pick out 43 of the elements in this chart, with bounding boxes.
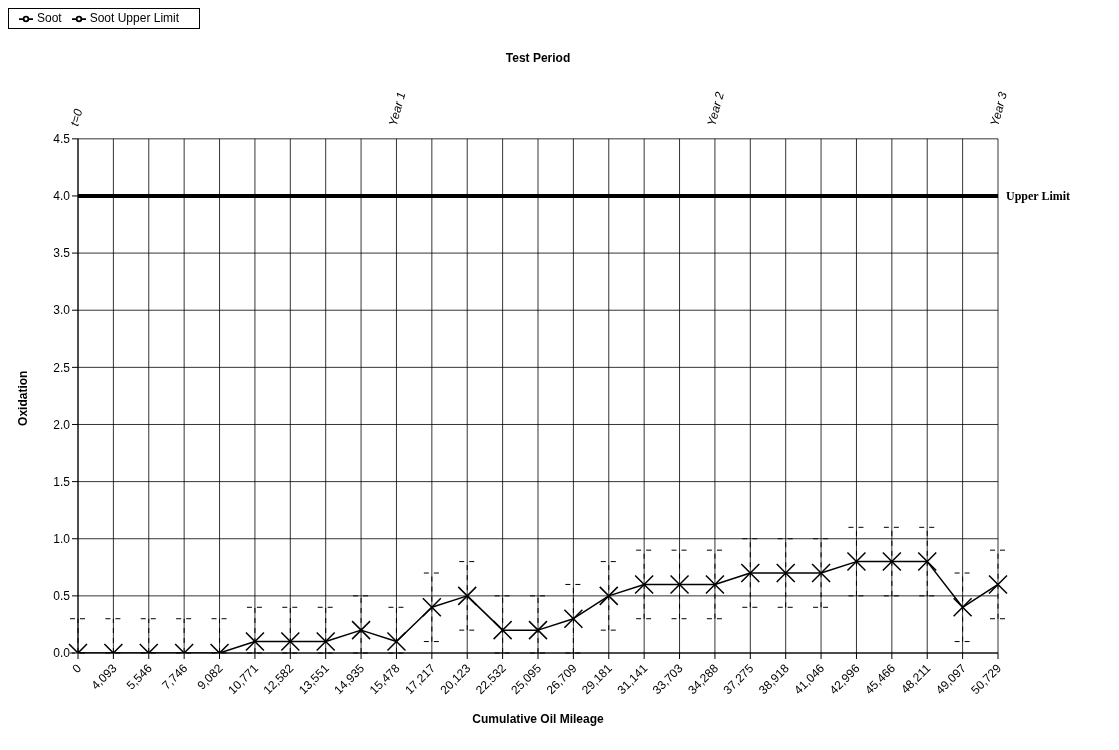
point [952, 597, 973, 618]
y-tick-label: 2.0 [53, 417, 71, 432]
point [599, 586, 619, 606]
y-tick-label: 4.5 [53, 132, 71, 147]
chart-title: Test Period [505, 51, 571, 66]
x-axis-title: Cumulative Oil Mileage [472, 712, 605, 726]
annotation: Year 3 [987, 90, 1010, 128]
y-tick-label: 3.0 [53, 303, 71, 318]
annotation: Upper Limit [1006, 189, 1071, 204]
legend-label: Soot [37, 11, 62, 25]
point [315, 631, 336, 652]
annotation: Year 1 [385, 90, 409, 128]
point [634, 574, 654, 595]
point [846, 551, 867, 572]
point [705, 574, 725, 595]
y-tick-label: 1.5 [53, 474, 71, 489]
y-tick-label: 0.0 [53, 646, 71, 661]
point [988, 574, 1008, 595]
point [775, 563, 796, 583]
annotation: t=0 [67, 107, 86, 128]
point [528, 620, 548, 640]
annotation: Year 2 [704, 90, 727, 128]
point [245, 631, 265, 652]
legend-label: Soot Upper Limit [89, 11, 180, 25]
point [811, 563, 831, 583]
y-tick-label: 4.0 [53, 189, 71, 204]
point [563, 608, 584, 629]
x-tick-label: 0 [69, 661, 85, 676]
point [882, 551, 902, 572]
y-tick-label: 3.5 [53, 246, 71, 261]
y-axis-title: Oxidation [16, 370, 31, 426]
point [669, 574, 690, 595]
y-tick-label: 2.5 [53, 360, 71, 375]
point [457, 586, 477, 606]
point [422, 597, 442, 618]
point [386, 631, 407, 652]
y-tick-label: 0.5 [53, 589, 71, 604]
y-tick-label: 1.0 [53, 532, 71, 546]
point [917, 551, 937, 572]
point [740, 563, 761, 583]
point [351, 620, 371, 640]
point [280, 631, 301, 652]
point [492, 620, 513, 640]
